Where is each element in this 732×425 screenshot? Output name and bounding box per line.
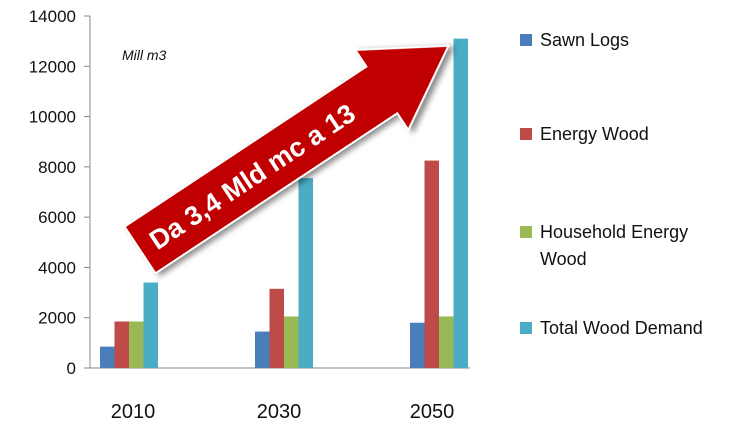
legend-swatch	[520, 128, 532, 140]
bar-total-wood-demand-2050	[453, 38, 468, 368]
legend-label: Sawn Logs	[540, 30, 629, 50]
y-tick-label: 6000	[38, 208, 76, 227]
y-tick-label: 14000	[29, 7, 76, 26]
bar-household-energy-wood-2050	[439, 316, 454, 368]
x-category-label: 2010	[111, 401, 156, 423]
legend-swatch	[520, 322, 532, 334]
arrow-label: Da 3,4 Mld mc a 13	[144, 98, 361, 256]
y-axis-ticks: 0 2000 4000 6000 8000 10000 12000 14000	[29, 7, 90, 378]
y-tick-label: 12000	[29, 57, 76, 76]
growth-arrow-shape	[123, 44, 451, 275]
bar-sawn-logs-2010	[100, 346, 115, 368]
y-tick-label: 4000	[38, 258, 76, 277]
unit-label: Mill m3	[122, 47, 167, 63]
legend-label: Household Energy	[540, 222, 688, 242]
bar-household-energy-wood-2030	[284, 316, 299, 368]
x-category-label: 2050	[410, 401, 455, 423]
x-category-label: 2030	[257, 401, 302, 423]
bar-household-energy-wood-2010	[129, 321, 144, 368]
bars	[100, 38, 468, 368]
y-tick-label: 8000	[38, 158, 76, 177]
legend: Sawn Logs Energy Wood Household Energy Wood…	[520, 30, 703, 338]
y-tick-label: 2000	[38, 309, 76, 328]
legend-label: Energy Wood	[540, 124, 649, 144]
bar-energy-wood-2030	[269, 288, 284, 368]
legend-label: Total Wood Demand	[540, 318, 703, 338]
bar-sawn-logs-2030	[255, 331, 270, 368]
legend-label: Wood	[540, 249, 587, 269]
legend-swatch	[520, 34, 532, 46]
bar-energy-wood-2050	[424, 160, 439, 368]
bar-sawn-logs-2050	[410, 322, 425, 368]
growth-arrow: Da 3,4 Mld mc a 13	[123, 44, 451, 275]
x-axis-labels: 2010 2030 2050	[111, 401, 455, 423]
bar-energy-wood-2010	[114, 321, 129, 368]
bar-total-wood-demand-2030	[298, 178, 313, 368]
bar-total-wood-demand-2010	[143, 282, 158, 368]
y-tick-label: 0	[67, 359, 76, 378]
legend-swatch	[520, 226, 532, 238]
y-tick-label: 10000	[29, 108, 76, 127]
